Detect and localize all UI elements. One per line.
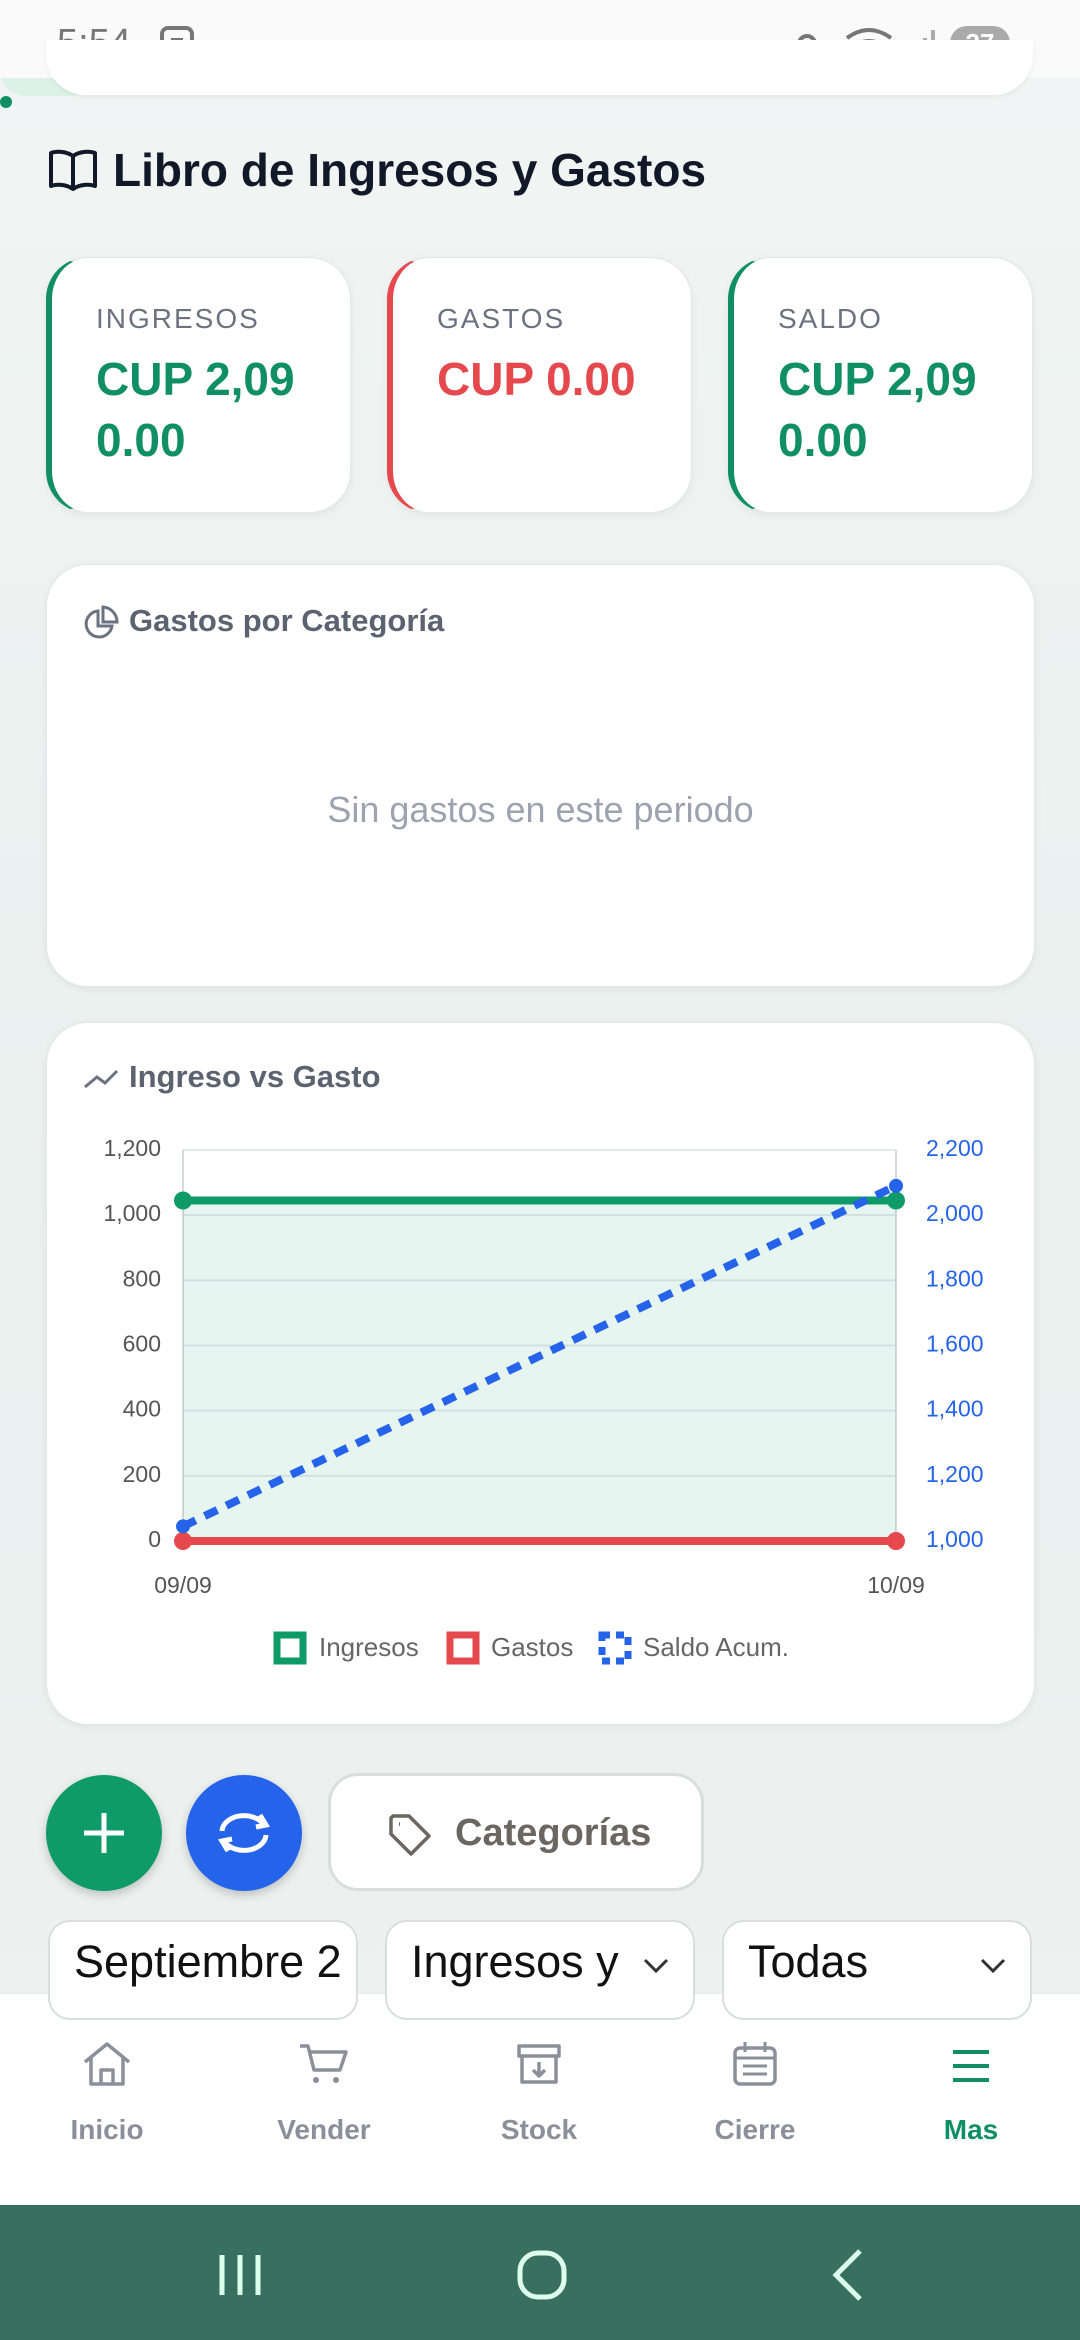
chart: Ingreso vs Gasto 0 200 400 600 800 1,000 1,200… [84,1059,984,1665]
system-nav-icons [219,2249,862,2301]
legend-label: Gastos [491,1632,573,1662]
filter-select[interactable]: Ingresos y [385,1920,695,2020]
sync-icon [218,1813,270,1853]
chart-title: Ingreso vs Gasto [129,1059,381,1094]
nav-icon [300,2044,348,2083]
card-value: CUP 2,090.00 [778,353,977,466]
point [887,1191,905,1210]
button-label: Categorías [455,1812,652,1854]
y-tick-label: 800 [123,1265,161,1291]
legend-label: Saldo Acum. [643,1632,789,1662]
add-button[interactable] [46,1775,162,1891]
y-tick-label: 600 [123,1331,161,1357]
system-nav [0,2205,1080,2340]
summary-card: INGRESOS CUP 2,090.00 [46,257,351,513]
card-title: Gastos por Categoría [129,603,445,638]
y-tick-label: 200 [123,1461,161,1487]
card-label: SALDO [778,303,883,334]
filter-select[interactable]: Septiembre 2 [48,1920,358,2020]
top-card [46,40,1033,95]
active-dot [0,96,12,108]
y2-tick-label: 2,000 [926,1200,984,1226]
point [889,1178,903,1193]
nav-label: Inicio [70,2114,144,2145]
nav-icon [83,2042,131,2086]
legend-swatch [598,1631,632,1665]
select-text: Todas [748,1936,869,1987]
sync-button[interactable] [186,1775,302,1891]
y-tick-label: 1,200 [103,1135,161,1161]
x-tick-label: 10/09 [867,1572,925,1598]
select-text: Ingresos y [411,1936,619,1987]
y2-tick-label: 1,000 [926,1526,984,1552]
nav-item[interactable]: Stock [464,2010,614,2146]
chevron [980,1958,1006,1974]
y-tick-label: 0 [148,1526,161,1552]
point [174,1191,192,1210]
point [174,1532,192,1550]
chart-card: Ingreso vs Gasto 0 200 400 600 800 1,000 1,200… [46,1022,1035,1725]
card-label: INGRESOS [96,303,260,334]
nav-label: Mas [943,2114,999,2145]
nav-item[interactable]: Inicio [32,2010,182,2146]
nav-item[interactable]: Mas [896,2010,1046,2146]
legend-swatch [273,1631,307,1665]
categories-button[interactable]: Categorías [328,1773,704,1891]
y-tick-label: 400 [123,1396,161,1422]
page-title: Libro de Ingresos y Gastos [113,144,707,196]
point [887,1532,905,1550]
legend-label: Ingresos [319,1632,419,1662]
tag-icon [389,1814,431,1856]
nav-icon [517,2044,561,2084]
pie-icon [84,605,119,639]
book-icon [49,149,97,191]
nav-label: Cierre [714,2114,796,2145]
plus-icon [84,1813,124,1853]
filter-select[interactable]: Todas [722,1920,1032,2020]
bottom-nav [0,1993,1080,2206]
y-tick-label: 1,000 [103,1200,161,1226]
expenses-card: Gastos por Categoría Sin gastos en este … [46,564,1035,987]
y2-tick-label: 2,200 [926,1135,984,1161]
y2-tick-label: 1,800 [926,1265,984,1291]
card-value: CUP 2,090.00 [96,353,295,466]
nav-icon [733,2042,777,2086]
summary-card: SALDO CUP 2,090.00 [728,257,1033,513]
chevron [643,1958,669,1974]
select-text: Septiembre 2 [74,1936,342,1987]
nav-item[interactable]: Vender [249,2010,399,2146]
nav-label: Vender [277,2114,371,2145]
empty-message: Sin gastos en este periodo [327,789,754,830]
y2-tick-label: 1,600 [926,1331,984,1357]
y2-tick-label: 1,400 [926,1396,984,1422]
nav-label: Stock [500,2114,578,2145]
line [181,1182,898,1530]
point [176,1519,190,1534]
nav-icon [953,2050,989,2082]
x-tick-label: 09/09 [154,1572,212,1598]
legend-swatch [446,1631,480,1665]
nav-item[interactable]: Cierre [680,2010,830,2146]
area [183,1200,896,1541]
y2-tick-label: 1,200 [926,1461,984,1487]
card-label: GASTOS [437,303,566,334]
trend-icon [84,1069,119,1089]
summary-card: GASTOS CUP 0.00 [387,257,692,513]
card-value: CUP 0.00 [437,353,636,405]
